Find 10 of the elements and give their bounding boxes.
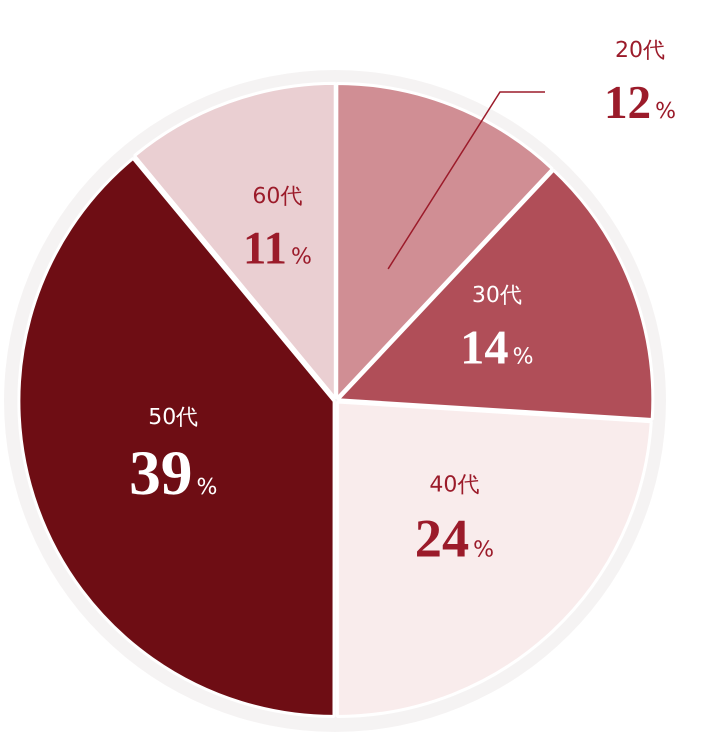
slice-label: 40代 — [429, 472, 480, 498]
slice-label: 20代 — [615, 38, 665, 63]
data-label: 12% — [604, 76, 676, 129]
data-label: 24% — [414, 508, 494, 569]
data-label: 39% — [129, 438, 218, 508]
data-label: 11% — [242, 222, 312, 274]
slice-label: 50代 — [148, 405, 198, 430]
slice-label: 30代 — [472, 282, 522, 308]
slice-label: 60代 — [252, 184, 302, 209]
data-label: 14% — [460, 321, 534, 374]
